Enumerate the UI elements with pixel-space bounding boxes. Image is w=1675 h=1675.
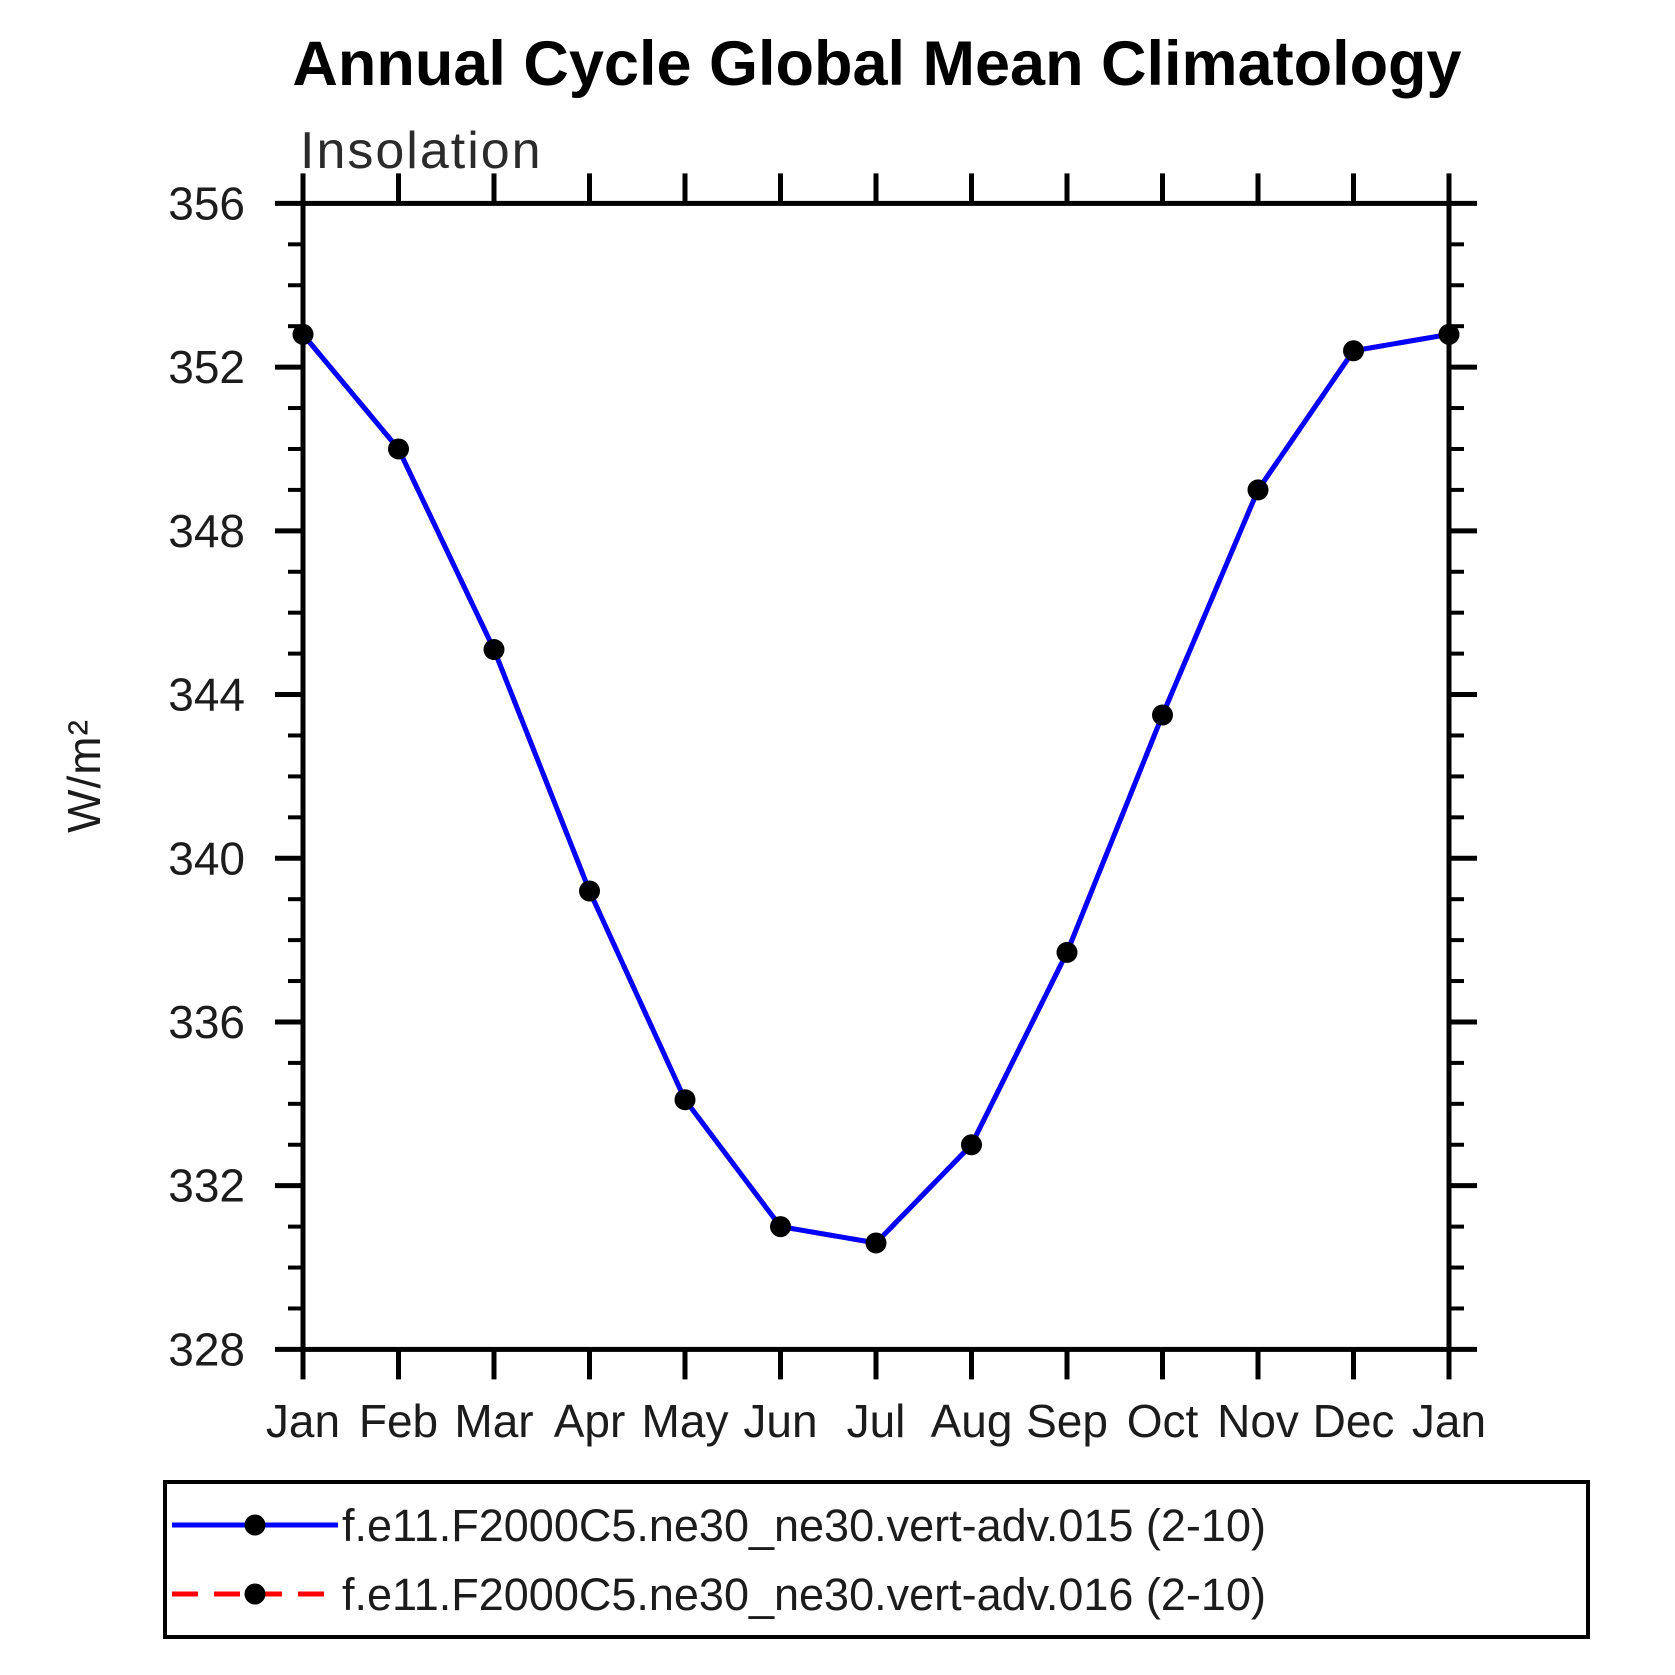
y-tick-label: 356 <box>168 177 245 229</box>
x-tick-label: Jul <box>847 1395 906 1447</box>
x-tick-label: Oct <box>1127 1395 1199 1447</box>
legend-entry-2-label: f.e11.F2000C5.ne30_ne30.vert-adv.016 (2-… <box>342 1569 1266 1620</box>
data-point-dot <box>961 1134 982 1156</box>
legend-box <box>163 1480 1590 1639</box>
data-point-dot <box>770 1216 791 1238</box>
series-layer <box>292 323 1460 1254</box>
series-line-016 <box>301 331 1450 1246</box>
data-point-dot <box>1152 704 1173 726</box>
data-point-dot <box>1438 323 1460 345</box>
data-point-dot <box>388 438 409 460</box>
data-point-dot <box>1056 941 1078 963</box>
x-tick-label: Dec <box>1313 1395 1395 1447</box>
x-tick-label: Jan <box>266 1395 340 1447</box>
legend: f.e11.F2000C5.ne30_ne30.vert-adv.015 (2-… <box>163 1480 1590 1639</box>
legend-sample-marker <box>244 1583 266 1605</box>
x-tick-label: Mar <box>454 1395 533 1447</box>
x-tick-label: Aug <box>931 1395 1013 1447</box>
x-tick-label: Sep <box>1026 1395 1108 1447</box>
legend-samples <box>172 1514 338 1605</box>
x-tick-label: Apr <box>554 1395 626 1447</box>
plot-frame <box>300 200 1452 1352</box>
chart-title: Annual Cycle Global Mean Climatology <box>292 29 1461 99</box>
y-tick-label: 332 <box>168 1160 245 1212</box>
y-tick-label: 348 <box>168 505 245 557</box>
series-line-015 <box>301 331 1450 1246</box>
x-tick-label: May <box>642 1395 729 1447</box>
legend-entry-1-label: f.e11.F2000C5.ne30_ne30.vert-adv.015 (2-… <box>342 1500 1266 1551</box>
axes-layer: 328 332 336 340 344 348 352 356 Jan Feb Mar Apr May J… <box>168 173 1486 1447</box>
data-point-dot <box>865 1232 887 1254</box>
data-point-dot <box>579 880 600 902</box>
data-point-dot <box>292 323 314 345</box>
y-axis-label: W/m² <box>58 719 110 833</box>
y-tick-label: 336 <box>168 996 245 1048</box>
x-tick-label: Jun <box>743 1395 817 1447</box>
y-tick-label: 328 <box>168 1323 245 1375</box>
data-point-dot <box>1247 479 1269 501</box>
x-tick-label: Feb <box>359 1395 438 1447</box>
data-point-dot <box>483 639 505 661</box>
data-point-dot <box>1343 340 1364 362</box>
y-tick-label: 340 <box>168 832 245 884</box>
data-point-dot <box>674 1089 696 1111</box>
legend-sample-marker <box>244 1514 266 1536</box>
x-tick-label: Jan <box>1412 1395 1486 1447</box>
x-tick-label: Nov <box>1217 1395 1299 1447</box>
y-tick-label: 352 <box>168 341 245 393</box>
y-tick-label: 344 <box>168 669 245 721</box>
chart-subtitle: Insolation <box>300 122 543 180</box>
